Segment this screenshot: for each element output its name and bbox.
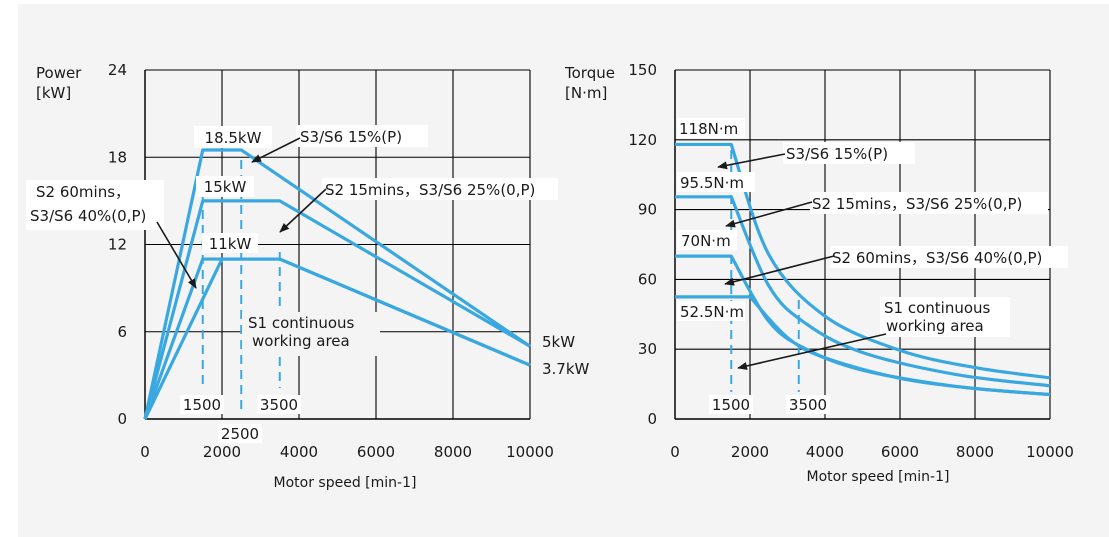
torque-curves — [675, 142, 1051, 397]
torque-annotation-box-s3s6-15 — [783, 142, 915, 164]
power-tick-labels: 0 6 12 18 24 0 2000 4000 6000 8000 10000 — [108, 61, 554, 461]
p-ref-label-box-1500 — [180, 395, 224, 414]
torque-arrow-s3s6-15 — [717, 153, 786, 170]
torque-arrow-s2-60 — [724, 255, 835, 286]
t-x-tick-8000: 8000 — [956, 443, 994, 461]
p-y-tick-0: 0 — [117, 410, 127, 428]
t-y-tick-120: 120 — [628, 131, 657, 149]
p-y-tick-12: 12 — [108, 236, 127, 254]
t-x-tick-4000: 4000 — [806, 443, 844, 461]
t-y-tick-150: 150 — [628, 61, 657, 79]
power-annotation-s1-line2: working area — [252, 332, 350, 350]
torque-value-70: 70N·m — [681, 232, 731, 250]
power-annotation-s2-15: S2 15mins，S3/S6 25%(0,P) — [325, 181, 535, 199]
p-ref-label-box-2500 — [218, 424, 262, 443]
t-ref-label-box-1500 — [709, 395, 753, 414]
p-y-tick-18: 18 — [108, 148, 127, 166]
torque-value-box-118 — [677, 118, 745, 138]
power-value-box-11 — [202, 233, 258, 253]
torque-value-box-95.5 — [677, 172, 755, 192]
power-annotation-s2-60-line1: S2 60mins， — [36, 183, 130, 201]
t-x-tick-6000: 6000 — [881, 443, 919, 461]
torque-annotation-box-s2-60 — [830, 246, 1068, 268]
t-x-tick-0: 0 — [670, 443, 680, 461]
p-ref-label-2500: 2500 — [221, 425, 259, 443]
power-value-11kW: 11kW — [209, 235, 252, 253]
power-annotation-box-s2-15 — [322, 178, 558, 200]
t-x-tick-10000: 10000 — [1026, 443, 1074, 461]
t-y-tick-0: 0 — [647, 410, 657, 428]
p-series-0 — [143, 148, 531, 420]
t-series-0 — [675, 142, 1051, 380]
torque-x-label: Motor speed [min-1] — [807, 469, 950, 485]
t-x-tick-2000: 2000 — [731, 443, 769, 461]
torque-value-95.5: 95.5N·m — [680, 174, 744, 192]
power-annotation-s2-60-line2: S3/S6 40%(0,P) — [30, 207, 146, 225]
power-value-box-18.5 — [194, 126, 272, 148]
power-y-label: Power — [36, 64, 82, 82]
power-value-5kW: 5kW — [542, 333, 575, 351]
power-arrow-s3s6-15 — [251, 137, 301, 163]
t-ref-label-3500: 3500 — [789, 396, 827, 414]
p-ref-label-3500: 3500 — [260, 396, 298, 414]
torque-y-unit: [N·m] — [565, 84, 607, 102]
torque-annotation-s2-15: S2 15mins，S3/S6 25%(0,P) — [812, 195, 1022, 213]
p-y-tick-6: 6 — [117, 323, 127, 341]
power-value-15kW: 15kW — [204, 178, 247, 196]
torque-annotation-box-s1 — [880, 297, 1010, 337]
power-value-3.7kW: 3.7kW — [542, 360, 590, 378]
torque-value-box-52.5 — [677, 301, 745, 321]
p-series-3 — [143, 257, 531, 420]
power-value-18.5kW: 18.5kW — [205, 129, 262, 147]
power-value-box-15 — [196, 176, 254, 197]
power-y-unit: [kW] — [36, 84, 71, 102]
torque-annotation-s2-60: S2 60mins，S3/S6 40%(0,P) — [832, 249, 1042, 267]
torque-annotation-s3s6-15: S3/S6 15%(P) — [786, 145, 888, 163]
t-y-tick-60: 60 — [638, 270, 657, 288]
p-ref-label-box-3500 — [257, 395, 301, 414]
torque-value-box-70 — [677, 230, 737, 250]
t-ref-label-box-3500 — [786, 395, 830, 414]
torque-annotation-s1-line1: S1 continuous — [884, 299, 991, 317]
torque-arrow-s1 — [737, 333, 887, 370]
t-series-3 — [675, 295, 1051, 397]
p-x-tick-2000: 2000 — [203, 443, 241, 461]
t-series-1 — [675, 195, 1051, 388]
p-y-tick-24: 24 — [108, 61, 127, 79]
power-x-label: Motor speed [min-1] — [274, 475, 417, 491]
p-x-tick-6000: 6000 — [357, 443, 395, 461]
power-annotation-box-s3s6-15 — [296, 125, 428, 147]
p-series-1 — [143, 199, 531, 420]
p-x-tick-0: 0 — [140, 443, 150, 461]
p-x-tick-10000: 10000 — [506, 443, 554, 461]
power-arrow-s2-15 — [279, 188, 327, 233]
power-annotation-s3s6-15: S3/S6 15%(P) — [300, 128, 402, 146]
power-curves — [143, 148, 531, 420]
torque-reference-lines: 1500 3500 — [709, 150, 830, 414]
p-x-tick-4000: 4000 — [280, 443, 318, 461]
p-x-tick-8000: 8000 — [434, 443, 472, 461]
power-annotation-box-s1 — [242, 312, 380, 356]
power-annotation-s1-line1: S1 continuous — [248, 314, 355, 332]
torque-grid — [674, 69, 1051, 420]
t-y-tick-90: 90 — [638, 201, 657, 219]
torque-arrow-s2-15 — [725, 201, 813, 228]
torque-annotation-box-s2-15 — [810, 192, 1048, 214]
power-arrow-s2-60 — [156, 221, 197, 289]
power-annotation-box-s2-60 — [26, 180, 164, 230]
p-ref-label-1500: 1500 — [183, 396, 221, 414]
t-y-tick-30: 30 — [638, 340, 657, 358]
torque-value-118: 118N·m — [679, 120, 738, 138]
torque-y-label: Torque — [564, 64, 615, 82]
torque-value-52.5: 52.5N·m — [680, 303, 744, 321]
t-ref-label-1500: 1500 — [712, 396, 750, 414]
torque-annotation-s1-line2: working area — [886, 317, 984, 335]
